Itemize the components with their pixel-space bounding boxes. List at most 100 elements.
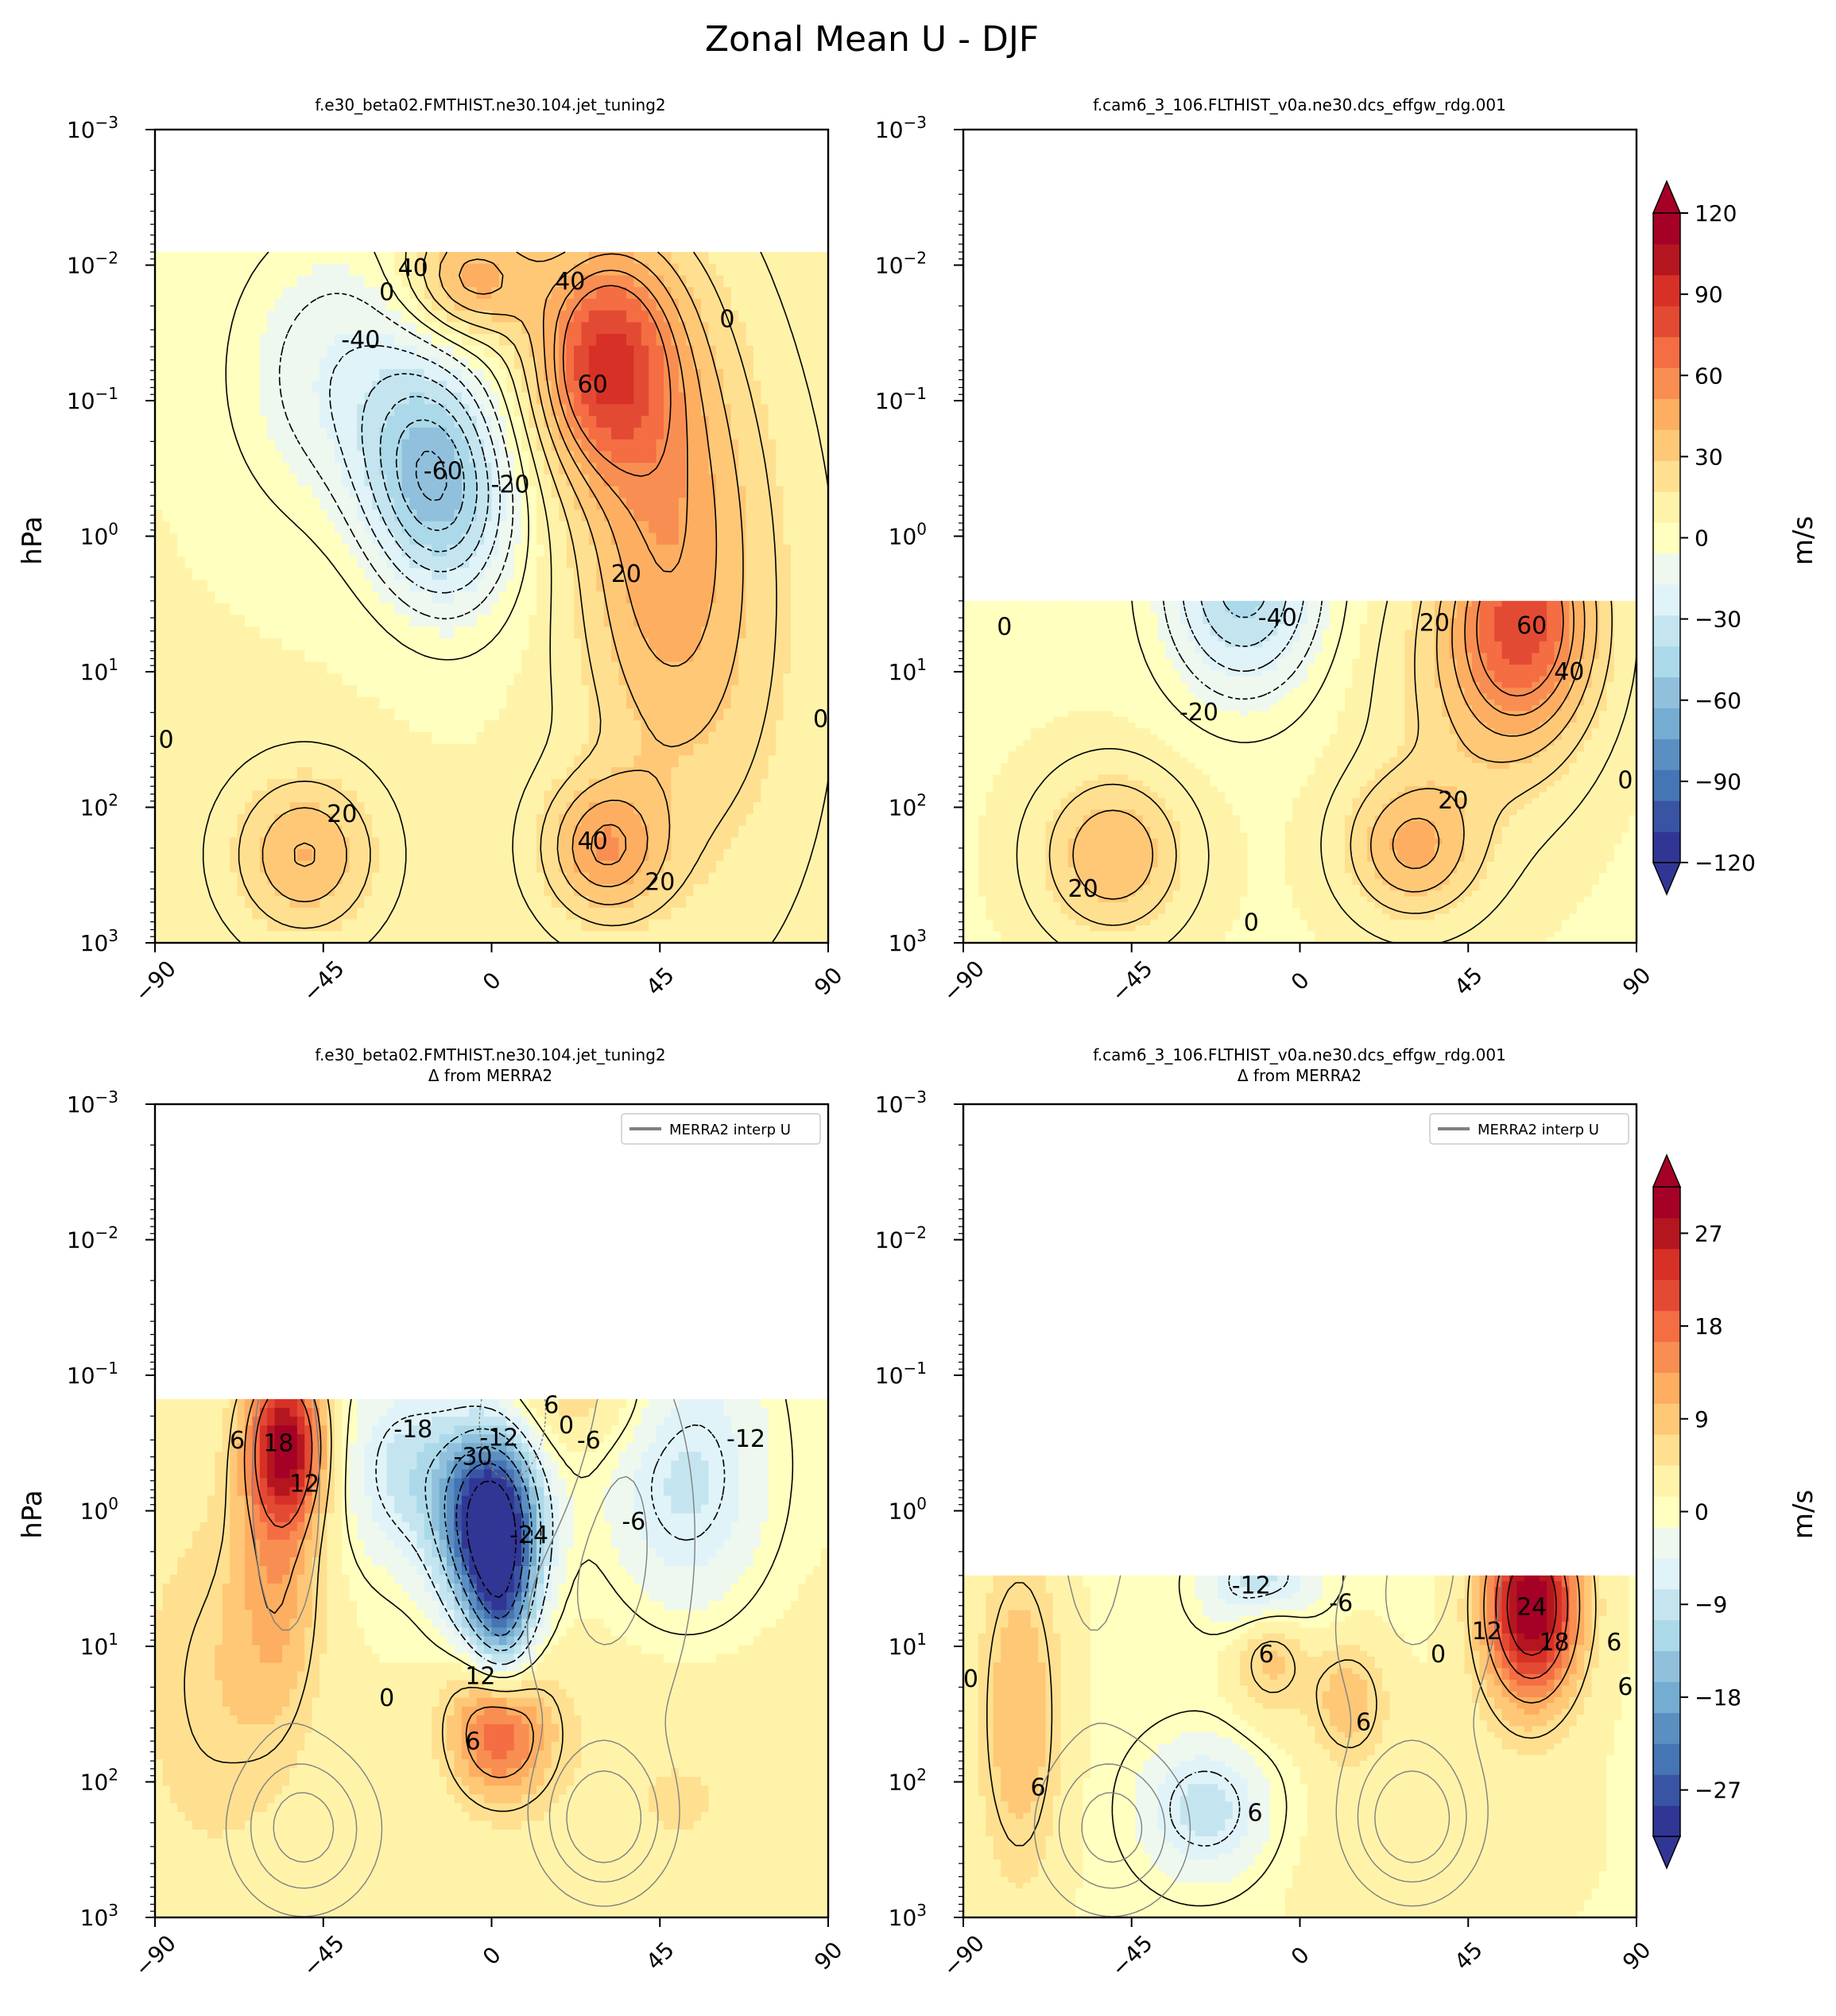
field-cell (708, 381, 717, 394)
field-cell (177, 603, 186, 616)
field-cell (162, 849, 171, 862)
field-cell (334, 533, 343, 545)
field-cell (701, 849, 710, 862)
field-cell (776, 872, 784, 885)
field-cell (656, 813, 664, 827)
field-cell (566, 498, 575, 510)
field-cell (184, 498, 193, 510)
field-cell (715, 591, 724, 604)
field-cell (798, 720, 807, 733)
field-cell (289, 263, 298, 277)
field-cell (394, 684, 403, 698)
field-cell (686, 310, 695, 323)
field-cell (708, 684, 717, 698)
field-cell (746, 778, 754, 792)
field-cell (521, 510, 530, 522)
field-cell (761, 720, 769, 733)
field-cell (394, 755, 403, 768)
field-cell (715, 884, 724, 897)
field-cell (574, 275, 583, 288)
field-cell (783, 802, 792, 815)
field-cell (155, 521, 164, 534)
field-cell (723, 345, 732, 359)
field-cell (312, 345, 320, 359)
field-cell (371, 720, 380, 733)
field-cell (790, 568, 799, 580)
field-cell (184, 510, 193, 522)
field-cell (611, 568, 620, 580)
field-cell (409, 451, 417, 463)
field-cell (521, 451, 530, 463)
field-cell (715, 626, 724, 639)
field-cell (536, 310, 544, 323)
field-cell (439, 661, 447, 674)
field-cell (401, 684, 410, 698)
field-cell (693, 498, 702, 510)
field-cell (334, 334, 343, 347)
field-cell (357, 345, 366, 359)
field-cell (723, 381, 732, 394)
field-cell (693, 510, 702, 522)
field-cell (693, 638, 702, 651)
field-cell (753, 849, 761, 862)
field-cell (192, 767, 201, 780)
field-cell (192, 638, 201, 651)
field-cell (686, 451, 695, 463)
field-cell (357, 427, 366, 440)
field-cell (723, 404, 732, 417)
field-cell (237, 731, 246, 745)
field-cell (626, 263, 634, 277)
field-cell (566, 251, 575, 265)
field-cell (371, 310, 380, 323)
field-cell (813, 556, 822, 569)
field-cell (334, 381, 343, 394)
field-cell (611, 849, 620, 862)
field-cell (432, 369, 440, 382)
field-cell (566, 860, 575, 874)
field-cell (529, 381, 537, 394)
field-cell (304, 896, 313, 909)
field-cell (416, 556, 425, 569)
field-cell (641, 778, 649, 792)
field-cell (551, 498, 560, 510)
field-cell (641, 813, 649, 827)
field-cell (761, 673, 769, 686)
field-cell (723, 463, 732, 475)
field-cell (641, 802, 649, 815)
field-cell (671, 545, 680, 557)
field-cell (162, 731, 171, 745)
field-cell (529, 614, 537, 627)
field-cell (805, 369, 814, 382)
field-cell (439, 591, 447, 604)
field-cell (649, 451, 657, 463)
field-cell (349, 357, 358, 370)
field-cell (708, 251, 717, 265)
field-cell (169, 743, 178, 756)
field-cell (491, 743, 500, 756)
field-cell (820, 451, 829, 463)
field-cell (267, 708, 276, 721)
field-cell (746, 521, 754, 534)
field-cell (790, 404, 799, 417)
field-cell (805, 404, 814, 417)
field-cell (656, 381, 664, 394)
field-cell (551, 708, 560, 721)
field-cell (596, 322, 605, 335)
field-cell (401, 533, 410, 545)
field-cell (289, 568, 298, 580)
field-cell (469, 743, 478, 756)
field-cell (461, 263, 470, 277)
field-cell (761, 345, 769, 359)
field-cell (199, 767, 208, 780)
field-cell (371, 649, 380, 663)
field-cell (521, 825, 530, 839)
field-cell (498, 298, 507, 312)
field-cell (281, 802, 290, 815)
field-cell (312, 626, 320, 639)
field-cell (656, 837, 664, 850)
field-cell (498, 790, 507, 803)
field-cell (401, 510, 410, 522)
field-cell (783, 404, 792, 417)
field-cell (603, 510, 612, 522)
field-cell (723, 872, 732, 885)
